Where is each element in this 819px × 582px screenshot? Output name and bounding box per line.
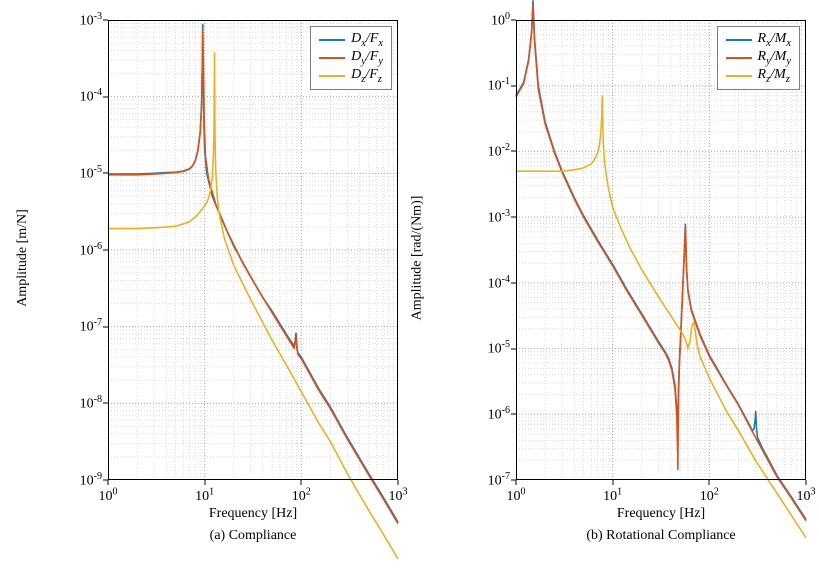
series-Dx_over_Fx [108,24,398,522]
legend-row: Ry/My [726,49,791,67]
legend-swatch [319,39,345,41]
legend-row: Dx/Fx [319,31,383,49]
legend-label: Rz/Mz [758,67,790,85]
series-Rz_over_Mz [516,96,806,538]
legend-swatch [319,75,345,77]
legend-swatch [319,57,345,59]
left-caption: (a) Compliance [210,480,297,544]
legend-label: Rx/Mx [758,31,791,49]
legend-label: Dx/Fx [351,31,383,49]
right-ylabel: Amplitude [rad/(Nm)] [410,180,426,321]
legend-swatch [726,39,752,41]
right-panel: Amplitude [rad/(Nm)] Frequency [Hz] (b) … [516,20,806,480]
figure: Amplitude [m/N] Frequency [Hz] (a) Compl… [0,0,819,582]
legend-row: Dz/Fz [319,67,383,85]
legend-row: Rx/Mx [726,31,791,49]
legend-row: Rz/Mz [726,67,791,85]
legend-label: Dz/Fz [351,67,382,85]
right-legend: Rx/MxRy/MyRz/Mz [717,26,800,90]
legend-label: Ry/My [758,49,791,67]
legend-row: Dy/Fy [319,49,383,67]
left-panel: Amplitude [m/N] Frequency [Hz] (a) Compl… [108,20,398,480]
left-ylabel: Amplitude [m/N] [15,193,31,307]
legend-label: Dy/Fy [351,49,383,67]
left-legend: Dx/FxDy/FyDz/Fz [310,26,392,90]
legend-swatch [726,75,752,77]
legend-swatch [726,57,752,59]
